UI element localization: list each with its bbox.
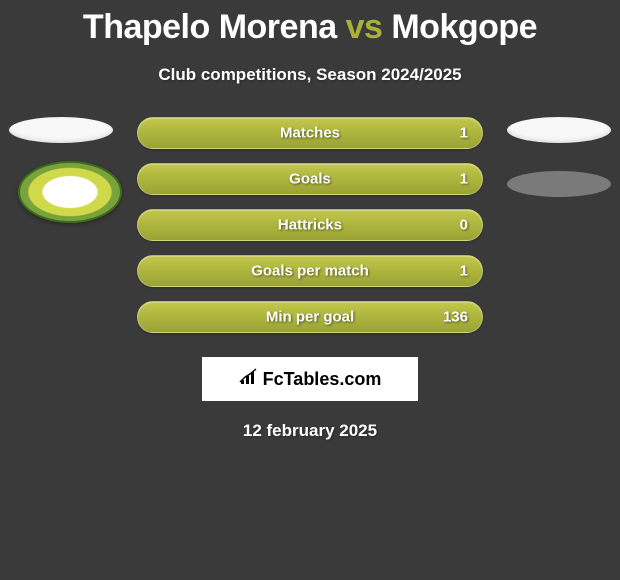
right-ellipse-1 <box>507 117 611 143</box>
stat-bar: Goals 1 <box>137 163 483 195</box>
source-logo-text: FcTables.com <box>263 369 382 390</box>
vs-word: vs <box>346 8 383 46</box>
date-line: 12 february 2025 <box>0 421 620 441</box>
source-logo: FcTables.com <box>239 368 382 391</box>
stat-value: 0 <box>460 217 468 234</box>
stat-label: Hattricks <box>278 217 342 234</box>
stat-bar: Goals per match 1 <box>137 255 483 287</box>
stat-value: 1 <box>460 171 468 188</box>
left-side-shapes <box>6 117 116 143</box>
source-logo-box: FcTables.com <box>202 357 418 401</box>
player2-name: Mokgope <box>391 8 537 46</box>
page-title: Thapelo Morena vs Mokgope <box>0 0 620 47</box>
stat-value: 1 <box>460 263 468 280</box>
bar-chart-icon <box>239 368 261 391</box>
stat-bar: Matches 1 <box>137 117 483 149</box>
stats-area: Matches 1 Goals 1 Hattricks 0 Goals per … <box>0 117 620 441</box>
stat-label: Min per goal <box>266 309 354 326</box>
stat-label: Goals per match <box>251 263 369 280</box>
stat-value: 1 <box>460 125 468 142</box>
stat-bar: Min per goal 136 <box>137 301 483 333</box>
stat-label: Matches <box>280 125 340 142</box>
left-ellipse-1 <box>9 117 113 143</box>
player1-name: Thapelo Morena <box>83 8 337 46</box>
subtitle: Club competitions, Season 2024/2025 <box>0 65 620 85</box>
club-badge-left <box>18 161 122 223</box>
right-ellipse-2 <box>507 171 611 197</box>
stat-label: Goals <box>289 171 331 188</box>
stat-bars: Matches 1 Goals 1 Hattricks 0 Goals per … <box>137 117 483 333</box>
right-side-shapes <box>504 117 614 197</box>
stat-bar: Hattricks 0 <box>137 209 483 241</box>
stat-value: 136 <box>443 309 468 326</box>
